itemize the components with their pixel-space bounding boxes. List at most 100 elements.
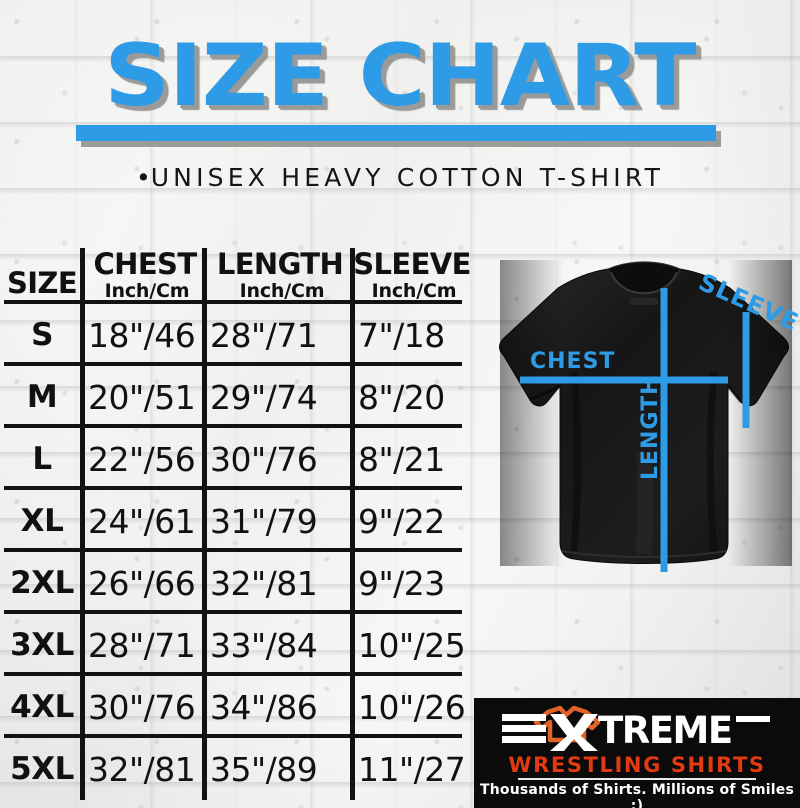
- value-sleeve: 8"/21: [358, 439, 445, 479]
- table-header-row: SIZE CHEST Inch/Cm LENGTH Inch/Cm SLEEVE Inch/…: [4, 248, 471, 304]
- table-row: S 18"/46 28"/71 7"/18: [4, 304, 466, 366]
- header-cell-length: LENGTH Inch/Cm: [202, 248, 350, 304]
- cell-sleeve: 10"/25: [350, 614, 466, 676]
- column-divider: [80, 552, 85, 614]
- column-divider: [202, 428, 207, 490]
- column-divider: [80, 428, 85, 490]
- cell-length: 30"/76: [202, 428, 350, 490]
- column-divider: [80, 738, 85, 800]
- header-label-sleeve: SLEEVE: [353, 247, 471, 281]
- logo-tagline: Thousands of Shirts. Millions of Smiles …: [479, 782, 795, 808]
- header-units-chest: Inch/Cm: [104, 280, 190, 302]
- cell-chest: 30"/76: [80, 676, 202, 738]
- row-divider: [4, 486, 462, 490]
- size-label: 4XL: [10, 689, 74, 725]
- column-divider: [350, 304, 355, 366]
- chest-measure-label: CHEST: [530, 349, 616, 374]
- cell-sleeve: 8"/21: [350, 428, 466, 490]
- bullet-icon: •: [135, 163, 151, 192]
- value-chest: 24"/61: [88, 501, 196, 541]
- cell-length: 28"/71: [202, 304, 350, 366]
- column-divider: [80, 304, 85, 366]
- column-divider: [80, 366, 85, 428]
- column-divider: [350, 490, 355, 552]
- value-length: 30"/76: [210, 439, 318, 479]
- column-divider: [202, 490, 207, 552]
- value-length: 34"/86: [210, 687, 318, 727]
- column-divider: [202, 304, 207, 366]
- cell-sleeve: 10"/26: [350, 676, 466, 738]
- cell-size: M: [4, 366, 80, 428]
- value-sleeve: 11"/27: [358, 749, 466, 789]
- column-divider: [202, 248, 207, 304]
- row-divider: [4, 610, 462, 614]
- row-divider: [4, 548, 462, 552]
- size-label: L: [32, 441, 52, 477]
- tshirt-diagram: CHEST LENGTH SLEEVE: [462, 252, 800, 704]
- value-chest: 28"/71: [88, 625, 196, 665]
- header-label-size: SIZE: [6, 266, 78, 300]
- column-divider: [80, 614, 85, 676]
- brand-logo: TREME WRESTLING SHIRTS Thousands of Shir…: [474, 698, 800, 808]
- value-chest: 22"/56: [88, 439, 196, 479]
- column-divider: [350, 248, 355, 304]
- value-sleeve: 10"/25: [358, 625, 466, 665]
- value-sleeve: 8"/20: [358, 377, 445, 417]
- header-cell-size: SIZE: [4, 248, 80, 304]
- value-chest: 32"/81: [88, 749, 196, 789]
- size-label: 2XL: [10, 565, 74, 601]
- column-divider: [350, 614, 355, 676]
- page-title-block: SIZE CHART: [0, 26, 800, 126]
- cell-length: 32"/81: [202, 552, 350, 614]
- size-label: 3XL: [10, 627, 74, 663]
- value-sleeve: 7"/18: [358, 315, 445, 355]
- cell-size: XL: [4, 490, 80, 552]
- cell-length: 29"/74: [202, 366, 350, 428]
- extreme-wordmark: TREME: [502, 706, 770, 752]
- cell-chest: 32"/81: [80, 738, 202, 800]
- size-label: 5XL: [10, 751, 74, 787]
- value-length: 28"/71: [210, 315, 318, 355]
- header-cell-chest: CHEST Inch/Cm: [80, 248, 202, 304]
- logo-subtitle: WRESTLING SHIRTS: [508, 753, 766, 777]
- cell-chest: 18"/46: [80, 304, 202, 366]
- row-divider: [4, 362, 462, 366]
- cell-size: S: [4, 304, 80, 366]
- value-length: 33"/84: [210, 625, 318, 665]
- table-row: 3XL 28"/71 33"/84 10"/25: [4, 614, 466, 676]
- value-chest: 30"/76: [88, 687, 196, 727]
- cell-sleeve: 9"/23: [350, 552, 466, 614]
- column-divider: [80, 490, 85, 552]
- value-length: 29"/74: [210, 377, 318, 417]
- column-divider: [80, 248, 85, 304]
- header-label-chest: CHEST: [93, 247, 197, 281]
- table-row: M 20"/51 29"/74 8"/20: [4, 366, 466, 428]
- header-units-sleeve: Inch/Cm: [371, 280, 457, 302]
- column-divider: [80, 676, 85, 738]
- value-chest: 26"/66: [88, 563, 196, 603]
- page-title: SIZE CHART: [104, 26, 696, 126]
- cell-sleeve: 7"/18: [350, 304, 466, 366]
- size-table: SIZE CHEST Inch/Cm LENGTH Inch/Cm SLEEVE Inch/…: [4, 248, 471, 800]
- cell-length: 35"/89: [202, 738, 350, 800]
- size-label: S: [31, 317, 53, 353]
- column-divider: [350, 552, 355, 614]
- column-divider: [202, 738, 207, 800]
- svg-text:TREME: TREME: [598, 709, 732, 752]
- page-subtitle: •UNISEX HEAVY COTTON T-SHIRT: [0, 163, 800, 192]
- value-sleeve: 10"/26: [358, 687, 466, 727]
- logo-inner: TREME WRESTLING SHIRTS Thousands of Shir…: [474, 698, 800, 808]
- cell-size: 2XL: [4, 552, 80, 614]
- length-measure-label: LENGTH: [638, 375, 663, 480]
- title-underline-bar: [76, 125, 716, 141]
- column-divider: [202, 614, 207, 676]
- cell-length: 34"/86: [202, 676, 350, 738]
- cell-sleeve: 11"/27: [350, 738, 466, 800]
- cell-chest: 22"/56: [80, 428, 202, 490]
- cell-chest: 26"/66: [80, 552, 202, 614]
- cell-sleeve: 9"/22: [350, 490, 466, 552]
- logo-divider: [518, 778, 756, 780]
- table-row: 4XL 30"/76 34"/86 10"/26: [4, 676, 466, 738]
- value-length: 35"/89: [210, 749, 318, 789]
- cell-sleeve: 8"/20: [350, 366, 466, 428]
